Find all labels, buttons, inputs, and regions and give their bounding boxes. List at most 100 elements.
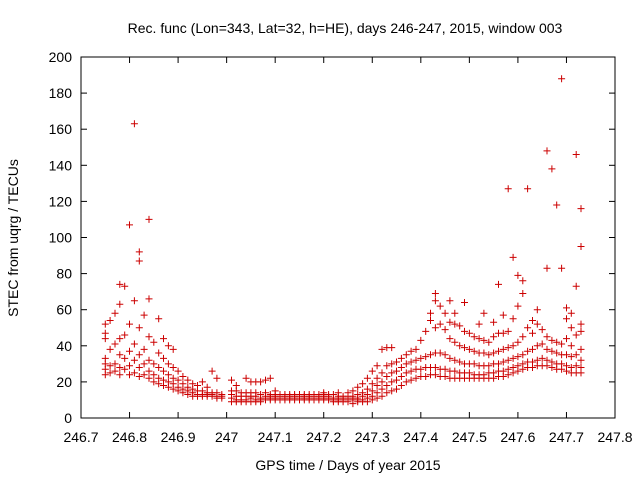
data-point (388, 378, 396, 386)
data-point (427, 309, 434, 317)
data-point (232, 382, 240, 389)
data-point (514, 271, 522, 279)
data-point (388, 344, 396, 352)
data-point (514, 302, 522, 310)
data-point (548, 336, 556, 344)
data-point (456, 342, 464, 350)
data-point (164, 378, 172, 386)
data-point (213, 389, 221, 397)
data-point (422, 373, 430, 380)
data-point (101, 354, 109, 362)
y-tick-label: 180 (49, 85, 73, 101)
data-point (106, 345, 114, 353)
data-point (218, 391, 226, 398)
data-point (378, 392, 386, 400)
data-point (266, 374, 274, 382)
data-point (519, 360, 527, 368)
data-point (412, 374, 420, 382)
data-point (524, 324, 532, 332)
data-point (499, 367, 507, 375)
data-point (135, 351, 143, 359)
data-point (577, 320, 585, 328)
data-point (383, 373, 391, 380)
axis-ticks: 246.7 246.8 246.9 247 247.1 247.2 247.3 247.4 24… (49, 49, 633, 445)
data-point (130, 120, 138, 128)
data-point (130, 340, 138, 348)
data-point (116, 371, 124, 379)
data-point (150, 378, 158, 386)
data-point (271, 387, 279, 395)
data-point (135, 364, 143, 371)
data-point (567, 364, 575, 371)
data-point (461, 344, 468, 352)
data-point (567, 324, 575, 332)
data-point (563, 315, 570, 323)
data-point (383, 382, 391, 389)
data-point (519, 290, 527, 297)
data-point (533, 306, 541, 314)
data-point (174, 383, 182, 391)
data-point (402, 360, 410, 368)
y-tick-label: 40 (56, 338, 72, 354)
data-points (101, 75, 585, 408)
data-point (393, 376, 400, 384)
y-tick-label: 120 (49, 193, 73, 209)
data-point (135, 324, 143, 332)
data-point (504, 356, 512, 364)
data-point (475, 335, 483, 343)
data-point (126, 320, 133, 328)
data-point (393, 367, 400, 375)
data-point (495, 347, 502, 355)
data-point (427, 317, 434, 324)
data-point (383, 362, 391, 370)
data-point (470, 347, 478, 355)
data-point (402, 351, 410, 359)
data-point (397, 354, 405, 362)
data-point (257, 378, 265, 386)
x-tick-label: 246.8 (112, 429, 147, 445)
data-point (577, 327, 585, 335)
data-point (179, 373, 187, 380)
data-point (431, 371, 439, 379)
data-point (461, 299, 468, 306)
data-point (189, 380, 197, 388)
data-point (130, 369, 138, 377)
data-point (456, 322, 464, 330)
data-point (529, 345, 536, 353)
data-point (504, 327, 512, 335)
data-point (563, 304, 570, 312)
data-point (140, 360, 148, 368)
data-point (417, 365, 425, 373)
data-point (553, 349, 561, 357)
data-point (169, 364, 177, 371)
data-point (441, 326, 449, 334)
data-point (480, 371, 488, 379)
data-point (558, 360, 566, 368)
data-point (446, 297, 454, 305)
data-point (135, 248, 143, 256)
data-point (577, 345, 585, 353)
data-point (446, 335, 454, 343)
data-point (563, 351, 570, 359)
data-point (509, 342, 517, 350)
data-point (567, 342, 575, 350)
data-point (441, 351, 449, 359)
data-point (121, 331, 129, 339)
data-point (349, 387, 357, 395)
data-point (490, 369, 498, 377)
data-point (451, 320, 459, 328)
data-point (106, 362, 114, 370)
data-point (485, 362, 493, 370)
data-point (524, 185, 532, 193)
data-point (397, 364, 405, 371)
data-point (407, 367, 415, 375)
x-tick-label: 247.4 (403, 429, 438, 445)
y-tick-label: 60 (56, 302, 72, 318)
data-point (465, 345, 473, 353)
data-point (548, 358, 556, 366)
data-point (529, 317, 536, 324)
data-point (106, 317, 114, 324)
data-point (126, 221, 133, 229)
data-point (567, 353, 575, 361)
data-point (436, 302, 444, 310)
